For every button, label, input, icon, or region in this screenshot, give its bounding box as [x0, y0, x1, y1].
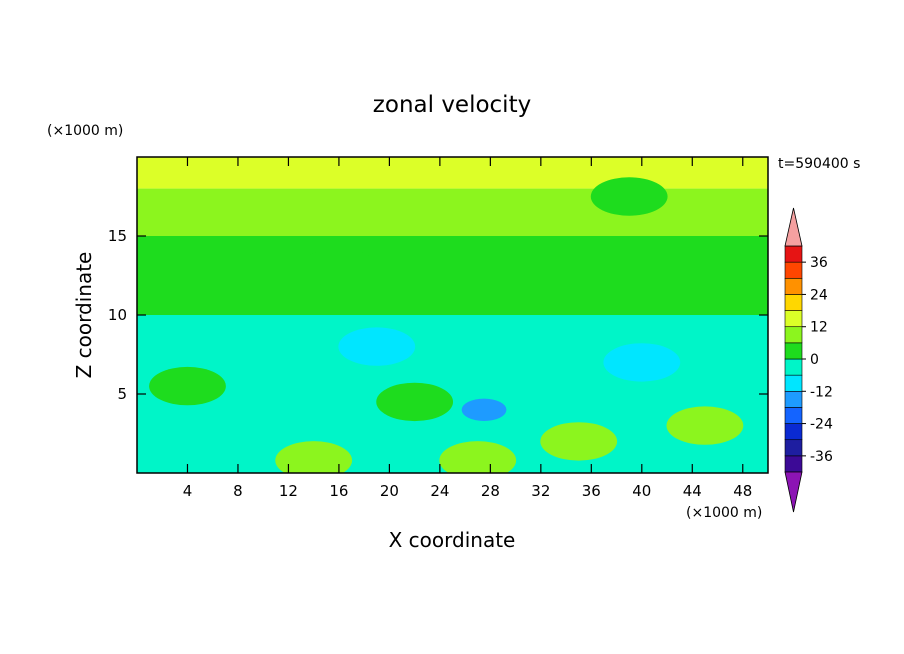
time-label: t=590400 s [778, 156, 860, 172]
x-tick-label: 4 [183, 482, 193, 500]
x-tick-label: 28 [481, 482, 500, 500]
x-tick-label: 36 [582, 482, 601, 500]
heatmap-band-0 [137, 157, 768, 189]
colorbar-segment [784, 342, 803, 360]
colorbar-tick-label: 12 [810, 320, 828, 336]
heatmap-band-2 [137, 236, 768, 315]
heatmap-feature-1 [590, 177, 668, 216]
heatmap-feature-7 [376, 382, 454, 422]
colorbar-segment [784, 439, 803, 457]
heatmap-feature-5 [666, 406, 744, 445]
heatmap-band-1 [137, 188, 768, 236]
y-unit-label: (×1000 m) [47, 123, 123, 139]
x-tick-label: 24 [430, 482, 449, 500]
x-tick-label: 12 [279, 482, 298, 500]
colorbar-tick-label: 24 [810, 287, 828, 303]
colorbar-under-triangle [784, 471, 803, 513]
x-tick-label: 32 [531, 482, 550, 500]
heatmap-feature-8 [149, 366, 226, 406]
heatmap-feature-4 [439, 441, 517, 473]
colorbar-segment [784, 326, 803, 344]
heatmap-plot-area [137, 157, 768, 473]
y-axis-label: Z coordinate [72, 252, 96, 379]
x-axis-ticks: 4 8 12 16 20 24 28 32 36 40 44 48 [183, 157, 752, 500]
colorbar-tick-label: 36 [810, 255, 828, 271]
colorbar-tick-label: -36 [810, 449, 833, 465]
x-axis-label: X coordinate [389, 528, 516, 552]
heatmap-feature-0 [461, 398, 507, 421]
x-tick-label: 44 [683, 482, 702, 500]
colorbar-segment [784, 310, 803, 328]
colorbar-segment [784, 455, 803, 473]
colorbar-segment [784, 407, 803, 424]
colorbar-segment [784, 294, 803, 311]
y-tick-label: 15 [108, 227, 127, 245]
chart-title: zonal velocity [373, 92, 531, 118]
colorbar-tick-label: 0 [810, 352, 819, 368]
heatmap-feature-6 [540, 422, 618, 461]
x-tick-label: 8 [233, 482, 243, 500]
colorbar-segment [784, 261, 803, 279]
y-tick-label: 5 [117, 385, 127, 403]
colorbar-segment [784, 245, 803, 263]
colorbar-segment [784, 358, 803, 376]
x-unit-label: (×1000 m) [686, 505, 762, 521]
colorbar-segment [784, 423, 803, 441]
colorbar-segment [784, 277, 803, 295]
colorbar-segment [784, 390, 803, 408]
x-tick-label: 20 [380, 482, 399, 500]
colorbar-tick-label: -12 [810, 384, 833, 400]
colorbar: -36 -24 -12 0 12 24 36 [784, 207, 833, 513]
heatmap-feature-2 [300, 248, 378, 287]
y-axis-ticks: 5 10 15 [108, 227, 768, 403]
colorbar-over-triangle [784, 207, 803, 247]
y-tick-label: 10 [108, 306, 127, 324]
colorbar-tick-label: -24 [810, 417, 833, 433]
heatmap-feature-10 [338, 327, 416, 366]
x-tick-label: 40 [632, 482, 651, 500]
colorbar-segment [784, 374, 803, 392]
x-tick-label: 16 [329, 482, 348, 500]
x-tick-label: 48 [733, 482, 752, 500]
heatmap-feature-3 [275, 441, 353, 473]
heatmap-feature-9 [603, 343, 681, 382]
